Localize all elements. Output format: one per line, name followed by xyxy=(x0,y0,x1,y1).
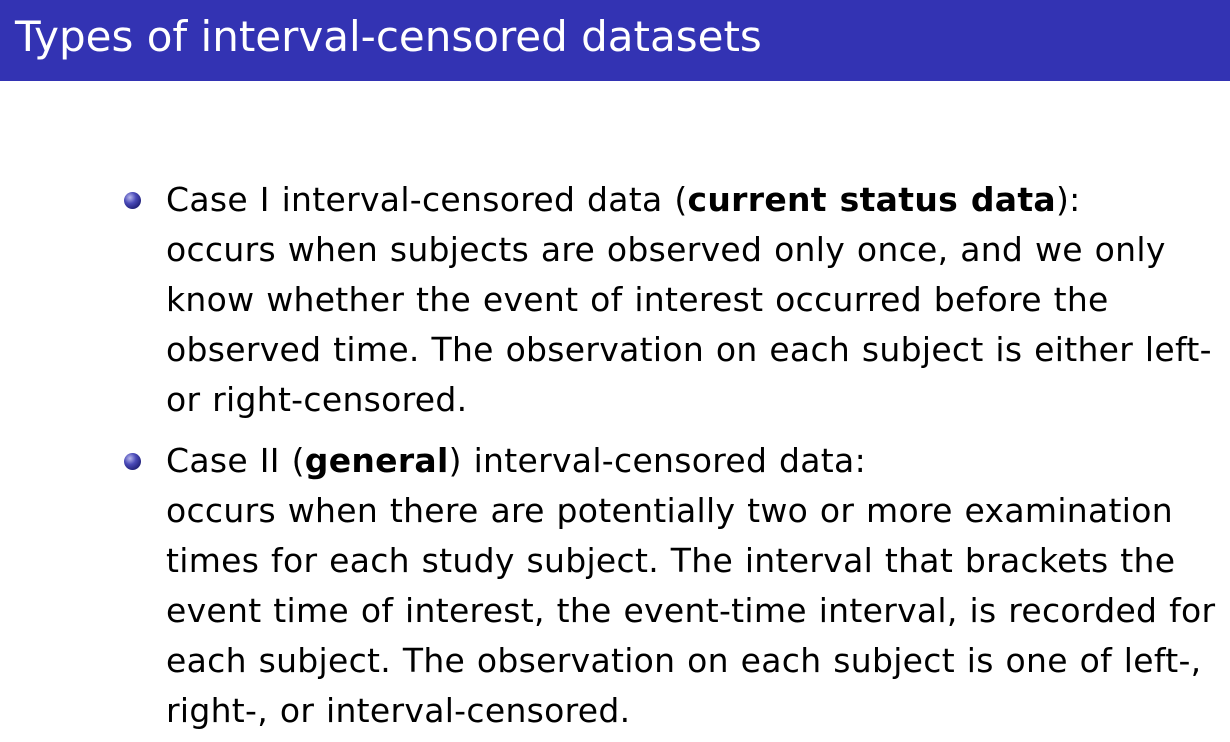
bullet-item-case-ii: Case II (general) interval-censored data… xyxy=(124,436,1222,736)
bullet-heading-text: Case I interval-censored data ( xyxy=(166,180,688,219)
bullet-body-line: observed time. The observation on each s… xyxy=(166,330,1212,369)
bullet-heading-text: Case II ( xyxy=(166,441,305,480)
title-bar: Types of interval-censored datasets xyxy=(0,0,1230,81)
bullet-heading: Case I interval-censored data (current s… xyxy=(166,175,1222,225)
bullet-body-line: times for each study subject. The interv… xyxy=(166,541,1176,580)
bullet-body-line: each subject. The observation on each su… xyxy=(166,641,1202,680)
bullet-dot-icon xyxy=(124,453,141,470)
bullet-heading-text: ): xyxy=(1055,180,1081,219)
slide-title: Types of interval-censored datasets xyxy=(15,12,762,61)
bullet-dot-icon xyxy=(124,192,141,209)
bullet-heading-text: ) interval-censored data: xyxy=(448,441,866,480)
bullet-item-case-i: Case I interval-censored data (current s… xyxy=(124,175,1222,425)
bullet-body-line: occurs when subjects are observed only o… xyxy=(166,230,1166,269)
bullet-body-line: know whether the event of interest occur… xyxy=(166,280,1109,319)
bullet-body-line: event time of interest, the event-time i… xyxy=(166,591,1216,630)
bullet-body-line: occurs when there are potentially two or… xyxy=(166,491,1173,530)
bullet-body-line: right-, or interval-censored. xyxy=(166,691,631,730)
bullet-heading-bold: general xyxy=(304,441,449,480)
bullet-body-line: or right-censored. xyxy=(166,380,468,419)
bullet-heading-bold: current status data xyxy=(687,180,1056,219)
bullet-heading: Case II (general) interval-censored data… xyxy=(166,436,1222,486)
